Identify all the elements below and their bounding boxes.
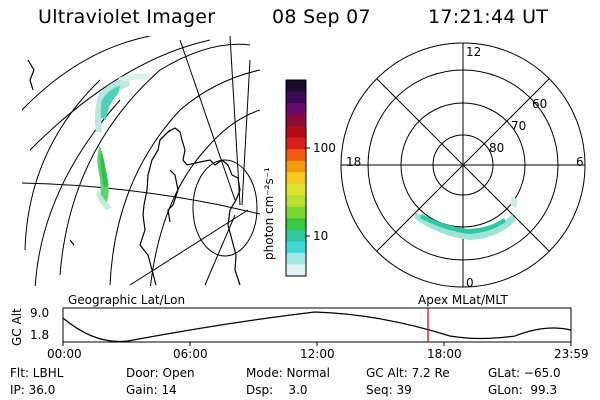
colorbar-band bbox=[286, 91, 306, 104]
colorbar-band bbox=[286, 172, 306, 185]
mlt-label-0: 0 bbox=[466, 276, 474, 290]
date-label: 08 Sep 07 bbox=[272, 6, 371, 28]
timeline-xtick: 06:00 bbox=[173, 347, 208, 361]
colorbar-band bbox=[286, 241, 306, 254]
colorbar-band bbox=[286, 149, 306, 162]
geographic-label: Geographic Lat/Lon bbox=[68, 293, 186, 307]
colorbar-band bbox=[286, 183, 306, 196]
timeline-xtick: 12:00 bbox=[300, 347, 335, 361]
colorbar-band bbox=[286, 126, 306, 139]
polar-plot bbox=[340, 42, 586, 288]
colorbar-band bbox=[286, 160, 306, 173]
colorbar bbox=[285, 79, 310, 277]
colorbar-band bbox=[286, 229, 306, 242]
lat-label-60: 60 bbox=[532, 97, 548, 111]
colorbar-band bbox=[286, 252, 306, 265]
apex-label: Apex MLat/MLT bbox=[418, 293, 508, 307]
lat-label-80: 80 bbox=[489, 141, 505, 155]
colorbar-band bbox=[286, 218, 306, 231]
colorbar-label: photon cm⁻²s⁻¹ bbox=[262, 167, 276, 260]
colorbar-band bbox=[286, 264, 306, 277]
colorbar-band bbox=[286, 195, 306, 208]
ip-info: IP: 36.0 bbox=[10, 383, 56, 397]
dsp-info: Dsp: 3.0 bbox=[246, 383, 308, 397]
lat-label-70: 70 bbox=[511, 119, 527, 133]
timeline-ylabel: GC Alt bbox=[10, 308, 24, 346]
altitude-timeline bbox=[62, 307, 572, 346]
colorbar-band bbox=[286, 80, 306, 93]
timeline-xtick: 23:59 bbox=[554, 347, 589, 361]
colorbar-band bbox=[286, 103, 306, 116]
instrument-title: Ultraviolet Imager bbox=[38, 6, 216, 28]
mlt-label-18: 18 bbox=[346, 155, 362, 169]
seq-info: Seq: 39 bbox=[366, 383, 412, 397]
timeline-ytick-max: 9.0 bbox=[30, 306, 50, 320]
glat-info: GLat: −65.0 bbox=[488, 366, 561, 380]
colorbar-band bbox=[286, 137, 306, 150]
timeline-xtick: 18:00 bbox=[427, 347, 462, 361]
colorbar-band bbox=[286, 114, 306, 127]
geographic-map bbox=[22, 36, 260, 286]
mlt-label-12: 12 bbox=[466, 45, 482, 59]
gc-alt-info: GC Alt: 7.2 Re bbox=[366, 366, 450, 380]
glon-info: GLon: 99.3 bbox=[488, 383, 558, 397]
timeline-ytick-min: 1.8 bbox=[30, 328, 50, 342]
mlt-label-6: 6 bbox=[576, 155, 584, 169]
mode-info: Mode: Normal bbox=[246, 366, 330, 380]
door-info: Door: Open bbox=[126, 366, 195, 380]
gain-info: Gain: 14 bbox=[126, 383, 177, 397]
time-label: 17:21:44 UT bbox=[428, 6, 549, 28]
colorbar-tick-100: 100 bbox=[313, 141, 336, 155]
timeline-xtick: 00:00 bbox=[47, 347, 82, 361]
colorbar-band bbox=[286, 206, 306, 219]
filter-info: Flt: LBHL bbox=[10, 366, 64, 380]
colorbar-tick-10: 10 bbox=[313, 229, 329, 243]
